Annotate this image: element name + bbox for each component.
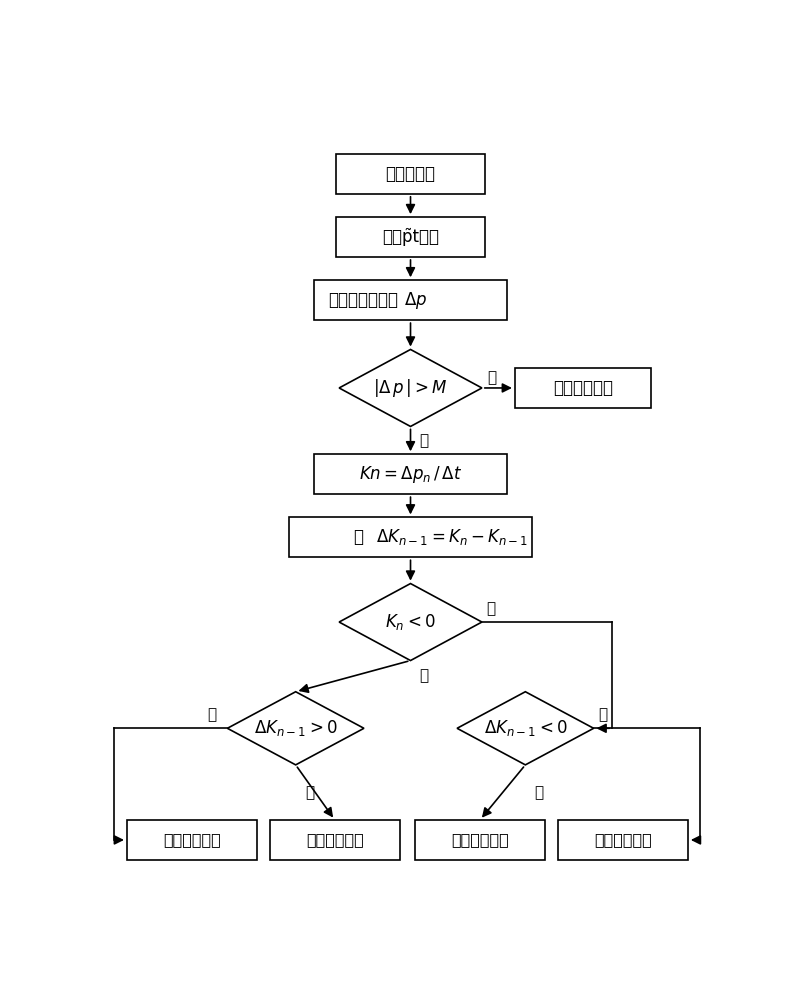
FancyBboxPatch shape <box>336 217 485 257</box>
FancyBboxPatch shape <box>289 517 532 557</box>
Text: $\Delta K_{n-1} = K_n - K_{n-1}$: $\Delta K_{n-1} = K_n - K_{n-1}$ <box>376 527 529 547</box>
Text: 获得压力值: 获得压力值 <box>385 165 436 183</box>
Text: 是: 是 <box>420 669 429 684</box>
FancyBboxPatch shape <box>557 820 688 860</box>
FancyBboxPatch shape <box>314 280 507 320</box>
Polygon shape <box>227 692 364 765</box>
Text: $\Delta p$: $\Delta p$ <box>405 290 428 311</box>
Text: 是: 是 <box>534 785 544 800</box>
FancyBboxPatch shape <box>336 154 485 194</box>
FancyBboxPatch shape <box>314 454 507 494</box>
Text: 阀口稳定状态: 阀口稳定状态 <box>553 379 613 397</box>
Text: 绘制p̃t曲线: 绘制p̃t曲线 <box>382 228 439 246</box>
FancyBboxPatch shape <box>127 820 257 860</box>
Text: $K_n < 0$: $K_n < 0$ <box>385 612 436 632</box>
FancyBboxPatch shape <box>415 820 545 860</box>
Text: 判定阀口稳定: 判定阀口稳定 <box>306 832 364 847</box>
Text: 是: 是 <box>420 433 429 448</box>
Text: 令: 令 <box>352 528 363 546</box>
Polygon shape <box>457 692 594 765</box>
Text: 阀口开始动作: 阀口开始动作 <box>594 832 652 847</box>
Text: $\Delta K_{n-1} > 0$: $\Delta K_{n-1} > 0$ <box>254 718 337 738</box>
Text: $\Delta K_{n-1} < 0$: $\Delta K_{n-1} < 0$ <box>484 718 567 738</box>
Text: 否: 否 <box>598 707 607 722</box>
Text: 计算压力变化量: 计算压力变化量 <box>328 291 398 309</box>
Text: 否: 否 <box>488 370 497 385</box>
Text: $Kn = \Delta p_n\,/\,\Delta t$: $Kn = \Delta p_n\,/\,\Delta t$ <box>359 464 462 485</box>
Text: 阀口开始动作: 阀口开始动作 <box>163 832 221 847</box>
Text: $|\Delta\,p\,|>M$: $|\Delta\,p\,|>M$ <box>373 377 448 399</box>
Text: 判定阀口稳定: 判定阀口稳定 <box>451 832 509 847</box>
Text: 否: 否 <box>207 707 216 722</box>
Polygon shape <box>339 584 482 661</box>
Text: 是: 是 <box>304 785 314 800</box>
FancyBboxPatch shape <box>270 820 400 860</box>
Polygon shape <box>339 349 482 426</box>
Text: 否: 否 <box>487 601 496 616</box>
FancyBboxPatch shape <box>515 368 651 408</box>
